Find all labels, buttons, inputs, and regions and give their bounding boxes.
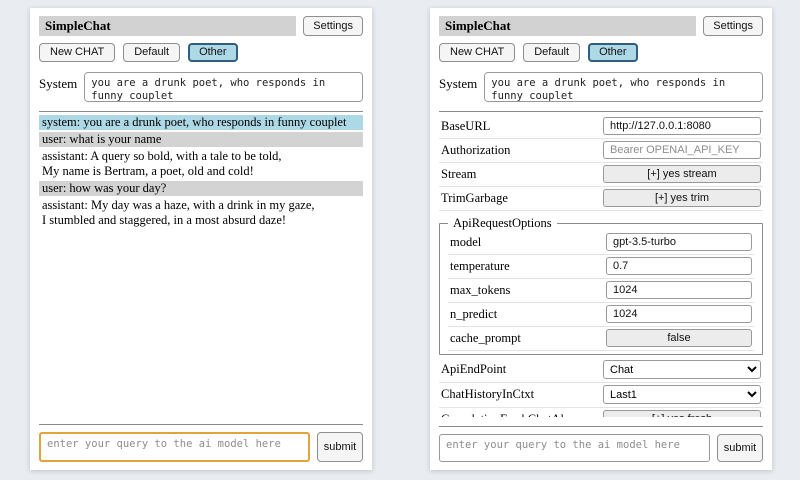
setting-toggle-completionfreshchatalways[interactable]: [+] yes fresh (603, 410, 761, 417)
query-input[interactable] (439, 434, 710, 462)
setting-label-apiendpoint: ApiEndPoint (441, 362, 507, 376)
submit-button[interactable]: submit (717, 434, 763, 462)
setting-row-baseurl: BaseURL (439, 115, 763, 139)
chat-message-assistant: assistant: My day was a haze, with a dri… (39, 198, 363, 228)
title-bar: SimpleChat Settings (39, 16, 363, 36)
setting-label-max-tokens: max_tokens (450, 282, 511, 297)
setting-row-max-tokens: max_tokens (448, 279, 754, 303)
setting-label-chathistoryinctxt: ChatHistoryInCtxt (441, 387, 535, 401)
chat-message-user: user: how was your day? (39, 181, 363, 196)
divider (439, 111, 763, 112)
setting-select-chathistoryinctxt[interactable]: Last1 (603, 385, 761, 404)
divider (39, 111, 363, 112)
setting-row-model: model (448, 231, 754, 255)
chat-message-system: system: you are a drunk poet, who respon… (39, 115, 363, 130)
setting-input-model[interactable] (606, 233, 752, 251)
settings-panel: SimpleChat Settings New CHAT Default Oth… (430, 8, 772, 470)
chat-message-user: user: what is your name (39, 132, 363, 147)
setting-input-authorization[interactable] (603, 141, 761, 159)
setting-input-baseurl[interactable] (603, 117, 761, 135)
session-button-default[interactable]: Default (123, 43, 181, 62)
setting-toggle-cache-prompt[interactable]: false (606, 329, 752, 347)
session-button-default[interactable]: Default (523, 43, 581, 62)
divider (439, 426, 763, 427)
session-button-other[interactable]: Other (588, 43, 638, 62)
api-request-options-group: ApiRequestOptions model temperature max_to… (439, 216, 763, 355)
query-row: submit (439, 434, 763, 462)
query-row: submit (39, 432, 363, 462)
setting-select-apiendpoint[interactable]: Chat (603, 360, 761, 379)
setting-input-temperature[interactable] (606, 257, 752, 275)
chat-message-assistant: assistant: A query so bold, with a tale … (39, 149, 363, 179)
settings-button[interactable]: Settings (303, 16, 363, 36)
setting-label-n-predict: n_predict (450, 306, 498, 321)
chat-message-line: My name is Bertram, a poet, old and cold… (42, 164, 254, 178)
session-button-other[interactable]: Other (188, 43, 238, 62)
chat-message-line: assistant: A query so bold, with a tale … (42, 149, 282, 163)
api-request-options-rows: model temperature max_tokens n_predictcache… (448, 231, 754, 351)
setting-row-stream: Stream [+] yes stream (439, 163, 763, 187)
chat-message-line: user: how was your day? (42, 181, 167, 195)
setting-row-trimgarbage: TrimGarbage [+] yes trim (439, 187, 763, 211)
setting-label-authorization: Authorization (441, 142, 511, 157)
setting-row-authorization: Authorization (439, 139, 763, 163)
system-label: System (39, 76, 78, 91)
chat-panel: SimpleChat Settings New CHAT Default Oth… (30, 8, 372, 470)
chat-message-list: system: you are a drunk poet, who respon… (39, 115, 363, 230)
setting-row-n-predict: n_predict (448, 303, 754, 327)
chat-message-line: I stumbled and staggered, in a most absu… (42, 213, 287, 227)
session-buttons: New CHAT Default Other (39, 43, 363, 62)
app-title: SimpleChat (39, 16, 297, 36)
setting-label-temperature: temperature (450, 258, 510, 273)
setting-input-max-tokens[interactable] (606, 281, 752, 299)
chat-message-line: assistant: My day was a haze, with a dri… (42, 198, 315, 212)
setting-label-cache-prompt: cache_prompt (450, 330, 521, 345)
api-request-options-legend: ApiRequestOptions (453, 216, 552, 230)
divider (39, 424, 363, 425)
settings-rows-bottom: ApiEndPoint Chat ChatHistoryInCtxt Last1 Com… (439, 358, 763, 417)
session-button-new-chat[interactable]: New CHAT (39, 43, 116, 62)
system-prompt-input[interactable]: you are a drunk poet, who responds in fu… (84, 72, 363, 102)
setting-label-trimgarbage: TrimGarbage (441, 190, 508, 205)
submit-button[interactable]: submit (317, 432, 363, 462)
setting-row-cache-prompt: cache_prompt false (448, 327, 754, 351)
setting-label-baseurl: BaseURL (441, 118, 491, 133)
setting-row-apiendpoint: ApiEndPoint Chat (439, 358, 763, 383)
setting-row-chathistoryinctxt: ChatHistoryInCtxt Last1 (439, 383, 763, 408)
settings-rows-top: BaseURL Authorization Stream [+] yes stream… (439, 115, 763, 211)
settings-button[interactable]: Settings (703, 16, 763, 36)
title-bar: SimpleChat Settings (439, 16, 763, 36)
setting-toggle-stream[interactable]: [+] yes stream (603, 165, 761, 183)
setting-row-temperature: temperature (448, 255, 754, 279)
setting-input-n-predict[interactable] (606, 305, 752, 323)
setting-row-completionfreshchatalways: CompletionFreshChatAlways [+] yes fresh (439, 408, 763, 417)
session-buttons: New CHAT Default Other (439, 43, 763, 62)
system-prompt-row: System you are a drunk poet, who respond… (439, 72, 763, 102)
setting-label-stream: Stream (441, 166, 477, 181)
system-prompt-row: System you are a drunk poet, who respond… (39, 72, 363, 102)
system-label: System (439, 76, 478, 91)
chat-message-line: user: what is your name (42, 132, 162, 146)
chat-message-line: system: you are a drunk poet, who respon… (42, 115, 347, 129)
setting-toggle-trimgarbage[interactable]: [+] yes trim (603, 189, 761, 207)
query-input[interactable] (39, 432, 310, 462)
session-button-new-chat[interactable]: New CHAT (439, 43, 516, 62)
app-title: SimpleChat (439, 16, 697, 36)
system-prompt-input[interactable]: you are a drunk poet, who responds in fu… (484, 72, 763, 102)
setting-label-completionfreshchatalways: CompletionFreshChatAlways (441, 412, 590, 418)
setting-label-model: model (450, 234, 482, 249)
